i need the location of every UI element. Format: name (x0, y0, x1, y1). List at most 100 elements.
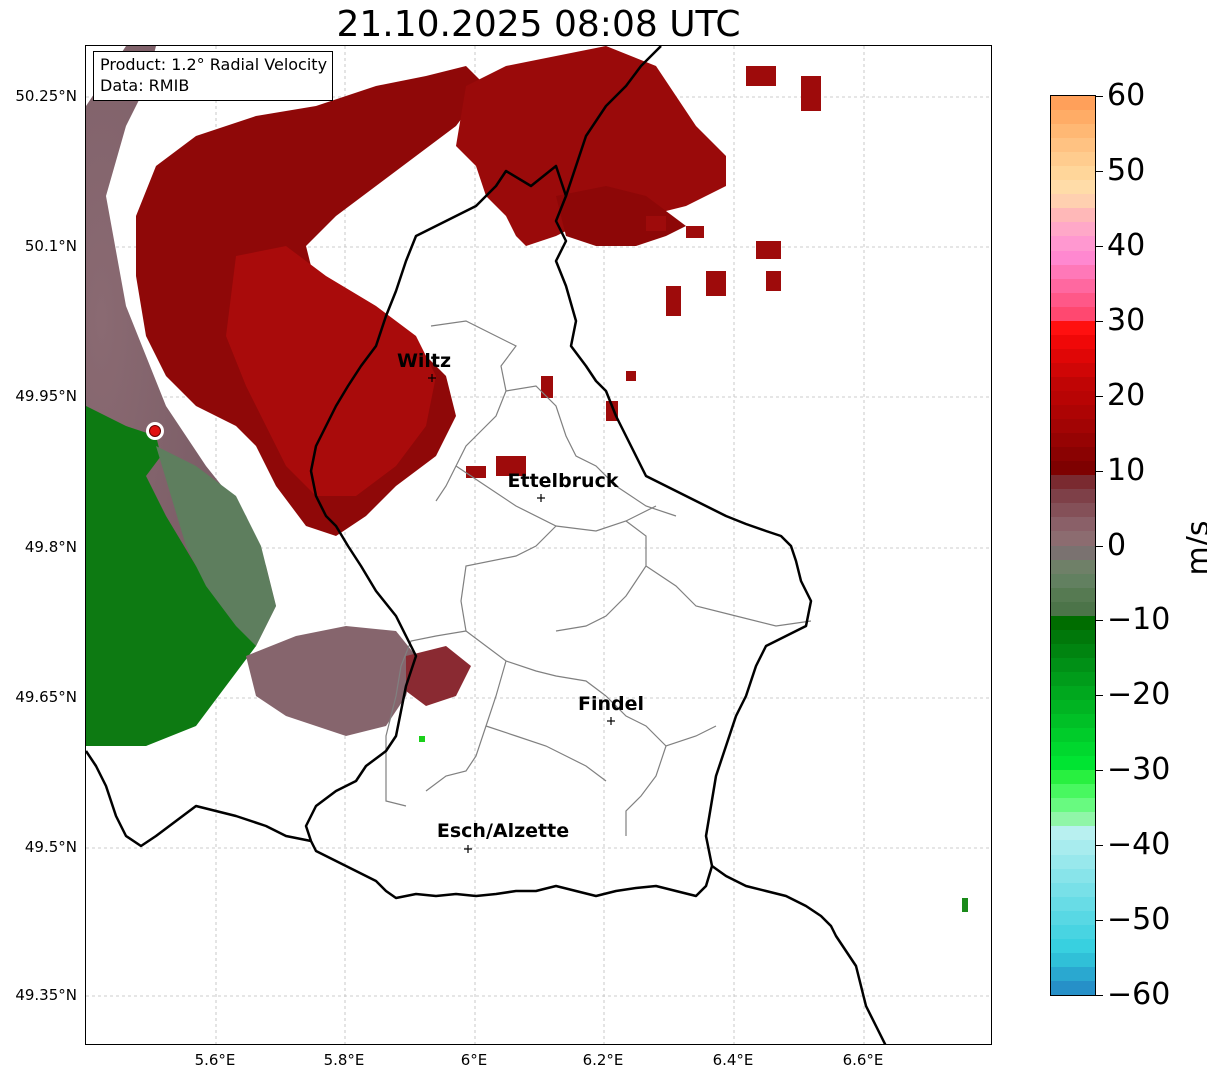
colorbar-segment (1051, 882, 1095, 898)
colorbar-segment (1051, 194, 1095, 209)
outbound-region-mid (226, 246, 436, 496)
colorbar-segment (1051, 868, 1095, 884)
outbound-region-north (456, 46, 726, 246)
colorbar-tick-label: −20 (1107, 677, 1171, 713)
colorbar-segment (1051, 812, 1095, 828)
colorbar-segment (1051, 376, 1095, 392)
lat-label: 49.5°N (24, 838, 77, 856)
lat-label: 50.25°N (15, 87, 77, 105)
colorbar-segment (1051, 601, 1095, 617)
lon-label: 5.8°E (323, 1051, 365, 1069)
colorbar-tick (1096, 170, 1103, 172)
colorbar-segment (1051, 447, 1095, 462)
colorbar-tick (1096, 920, 1103, 922)
colorbar-tick (1096, 770, 1103, 772)
velocity-echoes (86, 46, 968, 912)
canton-boundaries (385, 320, 812, 836)
colorbar-segment (1051, 896, 1095, 912)
colorbar-segment (1051, 629, 1095, 645)
colorbar-tick-label: −30 (1107, 752, 1171, 788)
colorbar-segment (1051, 405, 1095, 420)
map-area[interactable] (85, 45, 992, 1045)
colorbar-segment (1051, 264, 1095, 280)
colorbar-segment (1051, 545, 1095, 561)
colorbar-segment (1051, 208, 1095, 224)
lon-label: 6.4°E (712, 1051, 754, 1069)
colorbar-tick-label: −40 (1107, 827, 1171, 863)
colorbar-segment (1051, 770, 1095, 785)
colorbar-segment (1051, 657, 1095, 673)
colorbar-segment (1051, 320, 1095, 336)
colorbar-tick-label: −60 (1107, 977, 1171, 1012)
colorbar-segment (1051, 138, 1095, 153)
city-markers (428, 374, 615, 853)
colorbar-segment (1051, 840, 1095, 856)
national-borders (86, 46, 887, 1044)
colorbar-segment (1051, 573, 1095, 589)
colorbar-segment (1051, 278, 1095, 294)
colorbar-segment (1051, 798, 1095, 813)
lat-label: 49.95°N (15, 387, 77, 405)
colorbar-tick-label: 40 (1107, 227, 1146, 263)
radar-map[interactable] (86, 46, 992, 1045)
colorbar-tick (1096, 470, 1103, 472)
colorbar-segment (1051, 643, 1095, 659)
colorbar-segment (1051, 980, 1095, 995)
map-title: 21.10.2025 08:08 UTC (336, 4, 741, 45)
colorbar-segment (1051, 489, 1095, 504)
small-echo-se (962, 898, 968, 912)
colorbar-segment (1051, 433, 1095, 448)
colorbar-tick-label: 10 (1107, 452, 1146, 488)
scattered-cells-ne (466, 66, 821, 478)
colorbar-segment (1051, 756, 1095, 771)
colorbar-segment (1051, 587, 1095, 603)
colorbar-segment (1051, 784, 1095, 799)
colorbar-segment (1051, 334, 1095, 350)
lat-label: 50.1°N (24, 237, 77, 255)
product-info-box: Product: 1.2° Radial Velocity Data: RMIB (93, 51, 334, 101)
colorbar-segment (1051, 222, 1095, 238)
colorbar-segment (1051, 461, 1095, 476)
colorbar-tick (1096, 320, 1103, 322)
city-label-wiltz: Wiltz (396, 350, 452, 372)
colorbar-segment (1051, 826, 1095, 842)
lat-label: 49.65°N (15, 688, 77, 706)
colorbar-segment (1051, 96, 1095, 111)
colorbar-segment (1051, 166, 1095, 181)
colorbar-segment (1051, 714, 1095, 729)
colorbar-segment (1051, 531, 1095, 547)
city-label-esch-alzette: Esch/Alzette (436, 820, 570, 842)
near-zero-band-south (246, 626, 416, 736)
colorbar-tick (1096, 96, 1103, 97)
product-label: Product: 1.2° Radial Velocity (100, 55, 328, 74)
colorbar-tick-label: −10 (1107, 602, 1171, 638)
colorbar-tick (1096, 620, 1103, 622)
colorbar-tick (1096, 545, 1103, 547)
colorbar-segment (1051, 306, 1095, 322)
colorbar-tick-label: 0 (1107, 527, 1127, 563)
colorbar-segment (1051, 250, 1095, 266)
velocity-colorbar (1050, 95, 1096, 996)
colorbar-tick-label: 50 (1107, 152, 1146, 188)
colorbar-segment (1051, 910, 1095, 926)
colorbar-segment (1051, 615, 1095, 631)
colorbar-tick-label: 60 (1107, 78, 1146, 113)
colorbar-segment (1051, 559, 1095, 575)
colorbar-unit-label: m/s (1181, 520, 1207, 576)
colorbar-segment (1051, 685, 1095, 701)
colorbar-tick (1096, 995, 1103, 996)
colorbar-segment (1051, 854, 1095, 870)
lon-label: 5.6°E (194, 1051, 236, 1069)
colorbar-segment (1051, 236, 1095, 252)
colorbar-segment (1051, 292, 1095, 308)
colorbar-segment (1051, 952, 1095, 968)
colorbar-segment (1051, 700, 1095, 715)
lon-label: 6.2°E (582, 1051, 624, 1069)
colorbar-segment (1051, 180, 1095, 195)
colorbar-segment (1051, 110, 1095, 125)
colorbar-segment (1051, 503, 1095, 518)
colorbar-tick (1096, 395, 1103, 397)
colorbar-segment (1051, 362, 1095, 378)
lat-label: 49.35°N (15, 986, 77, 1004)
inbound-region (86, 406, 256, 746)
